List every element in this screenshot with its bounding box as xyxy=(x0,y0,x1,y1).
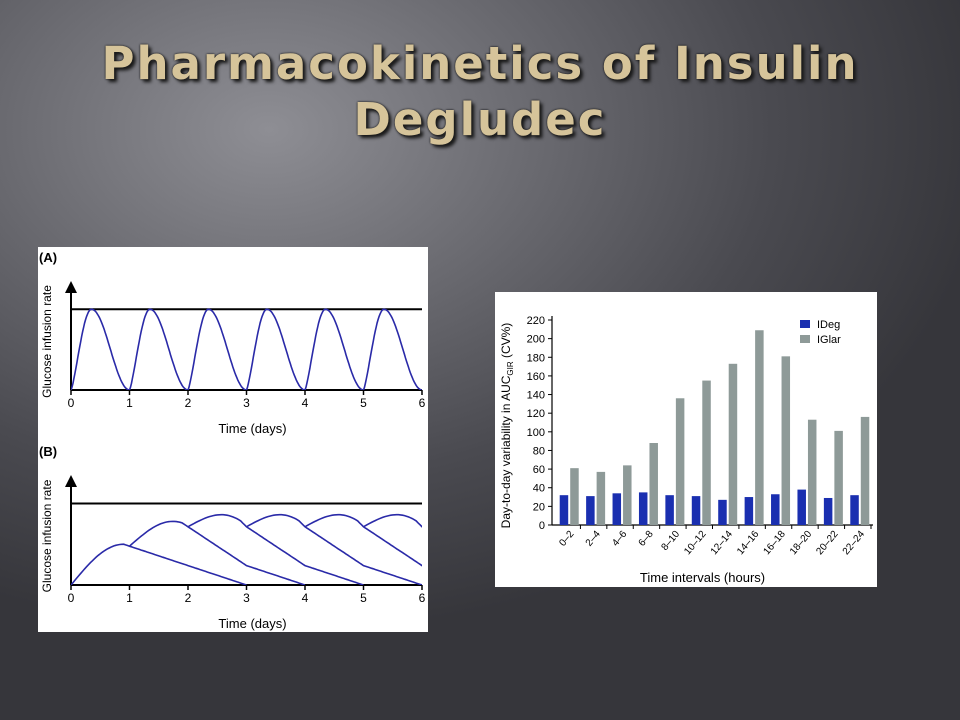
y-axis-label-b: Glucose infusion rate xyxy=(40,479,54,592)
dose-curve-b-5 xyxy=(363,513,422,528)
legend-swatch-0 xyxy=(800,320,810,328)
bar-iglar-5 xyxy=(702,380,711,525)
x-tick-label-a-2: 2 xyxy=(185,396,192,410)
variability-bar-chart: 0 20 40 60 80 100 120 140 160 180 200 220 0–2 2–4 4–6 6… xyxy=(495,292,877,587)
bar-iglar-1 xyxy=(596,471,606,525)
bar-x-tick-label-9: 18–20 xyxy=(788,529,815,558)
dose-curve-b-1 xyxy=(128,520,306,585)
bar-x-tick-label-10: 20–22 xyxy=(814,529,841,558)
dose-curve-b-0 xyxy=(71,543,247,585)
panel-label-b: (B) xyxy=(39,444,57,459)
bar-x-tick-label-3: 6–8 xyxy=(637,529,656,549)
dose-curve-a-5 xyxy=(362,308,422,390)
x-axis-label-b: Time (days) xyxy=(218,616,286,631)
bar-x-tick-label-1: 2–4 xyxy=(584,529,603,549)
bar-y-tick-label-1: 20 xyxy=(533,501,545,513)
slide-title-line-1: Pharmacokinetics of Insulin xyxy=(101,37,859,90)
legend-label-0: IDeg xyxy=(817,319,840,331)
x-tick-label-b-3: 3 xyxy=(243,591,250,605)
bar-iglar-9 xyxy=(807,419,817,525)
x-tick-label-b-0: 0 xyxy=(68,591,75,605)
bar-iglar-8 xyxy=(781,356,791,525)
x-tick-label-b-6: 6 xyxy=(419,591,426,605)
x-axis-label-a: Time (days) xyxy=(218,421,286,436)
bar-iglar-11 xyxy=(860,416,870,525)
bar-y-tick-label-5: 100 xyxy=(527,427,545,439)
x-tick-label-a-3: 3 xyxy=(243,396,250,410)
bar-iglar-3 xyxy=(649,443,658,525)
bar-x-tick-label-7: 14–16 xyxy=(735,529,762,558)
dose-curve-b-4 xyxy=(304,513,422,567)
bar-iglar-4 xyxy=(675,398,685,525)
bar-y-axis-label: Day-to-day variability in AUCGIR (CV%) xyxy=(499,323,515,529)
bar-x-tick-label-8: 16–18 xyxy=(762,529,789,558)
bar-x-tick-label-11: 22–24 xyxy=(841,529,868,558)
bar-ideg-4 xyxy=(665,495,674,525)
bar-y-tick-label-3: 60 xyxy=(533,464,545,476)
pk-simulation-figure: (A) Glucose infusion rate 0 1 2 3 4 5 6 Time (day… xyxy=(38,247,428,632)
bar-ideg-11 xyxy=(850,495,859,525)
bar-y-tick-label-2: 40 xyxy=(533,483,545,495)
slide-title: Pharmacokinetics of Insulin Degludec xyxy=(0,36,960,148)
dose-curve-a-2 xyxy=(187,308,247,390)
bar-y-tick-label-11: 220 xyxy=(527,315,545,327)
bar-y-tick-label-9: 180 xyxy=(527,352,545,364)
y-axis-label-a: Glucose infusion rate xyxy=(40,285,54,398)
x-tick-label-b-4: 4 xyxy=(302,591,309,605)
bar-ideg-10 xyxy=(823,497,833,525)
x-tick-label-b-2: 2 xyxy=(185,591,192,605)
x-tick-label-a-5: 5 xyxy=(360,396,367,410)
bar-iglar-10 xyxy=(834,430,843,525)
x-tick-label-b-1: 1 xyxy=(126,591,133,605)
variability-bar-svg: 0 20 40 60 80 100 120 140 160 180 200 220 0–2 2–4 4–6 6… xyxy=(499,315,873,585)
bar-y-tick-label-6: 120 xyxy=(527,408,545,420)
dose-curve-b-3 xyxy=(246,513,422,585)
bar-x-tick-label-2: 4–6 xyxy=(610,529,629,549)
bar-x-tick-label-5: 10–12 xyxy=(682,529,709,558)
dose-curve-a-4 xyxy=(304,308,364,390)
bar-y-axis-label-main: Day-to-day variability in AUC xyxy=(499,375,513,528)
pk-simulation-svg: (A) Glucose infusion rate 0 1 2 3 4 5 6 Time (day… xyxy=(39,250,426,631)
bar-ideg-0 xyxy=(559,495,569,525)
x-tick-label-a-1: 1 xyxy=(126,396,133,410)
bar-y-tick-label-7: 140 xyxy=(527,390,545,402)
bar-iglar-2 xyxy=(623,465,632,525)
bar-y-axis-label-end: (CV%) xyxy=(499,323,513,362)
bar-ideg-8 xyxy=(771,494,780,525)
bar-y-tick-label-0: 0 xyxy=(539,520,545,532)
bar-iglar-7 xyxy=(755,330,764,525)
dose-curve-a-1 xyxy=(128,308,189,390)
bar-x-tick-label-4: 8–10 xyxy=(659,529,682,553)
bar-ideg-1 xyxy=(586,496,595,525)
x-tick-label-a-0: 0 xyxy=(68,396,75,410)
y-axis-arrow-b xyxy=(65,475,77,487)
bar-iglar-0 xyxy=(570,468,579,525)
bar-y-tick-label-4: 80 xyxy=(533,445,545,457)
x-tick-label-a-4: 4 xyxy=(302,396,309,410)
dose-curve-a-0 xyxy=(71,308,130,390)
bar-y-tick-label-8: 160 xyxy=(527,371,545,383)
bar-ideg-3 xyxy=(638,492,648,525)
bar-ideg-7 xyxy=(744,497,754,525)
bar-ideg-5 xyxy=(691,496,701,525)
bar-y-axis-label-sub: GIR xyxy=(506,361,515,375)
bar-y-tick-label-10: 200 xyxy=(527,334,545,346)
slide-title-line-2: Degludec xyxy=(353,93,607,146)
bar-ideg-9 xyxy=(797,489,806,525)
legend-label-1: IGlar xyxy=(817,334,841,346)
bar-x-axis-label: Time intervals (hours) xyxy=(640,570,765,585)
x-tick-label-a-6: 6 xyxy=(419,396,426,410)
panel-label-a: (A) xyxy=(39,250,57,265)
dose-curve-b-2 xyxy=(187,513,364,585)
bar-ideg-6 xyxy=(718,499,727,525)
bar-x-tick-label-0: 0–2 xyxy=(557,529,576,549)
x-tick-label-b-5: 5 xyxy=(360,591,367,605)
bar-x-tick-label-6: 12–14 xyxy=(709,529,736,558)
bar-iglar-6 xyxy=(728,363,738,525)
y-axis-arrow-a xyxy=(65,281,77,293)
dose-curve-a-3 xyxy=(245,308,306,390)
bar-ideg-2 xyxy=(612,493,622,525)
legend-swatch-1 xyxy=(800,335,810,343)
